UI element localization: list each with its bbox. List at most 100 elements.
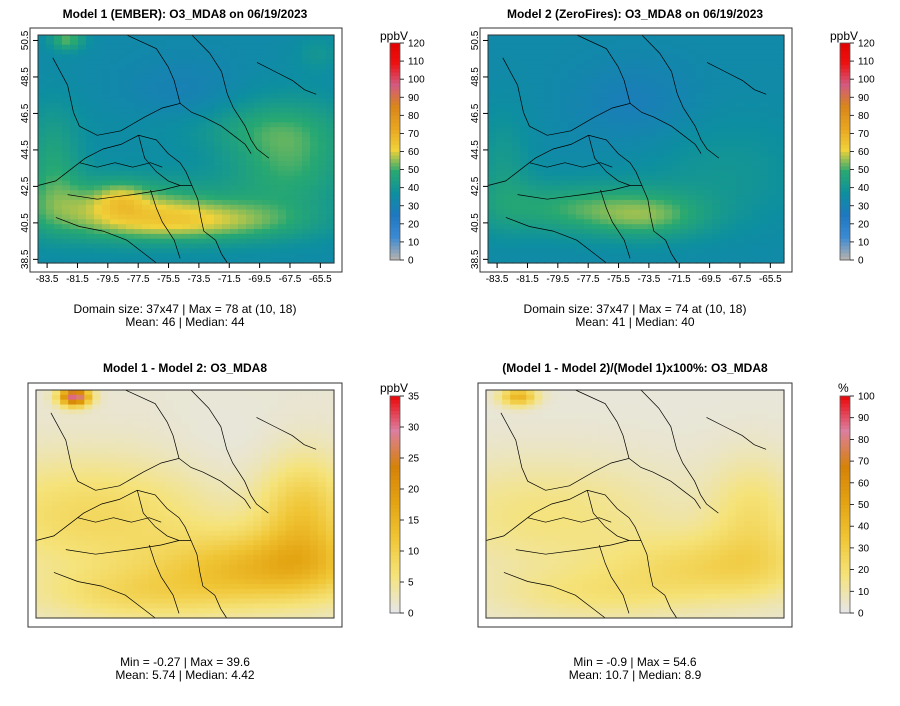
heatmap-cell — [262, 44, 271, 51]
heatmap-cell — [520, 253, 529, 259]
heatmap-cell — [560, 180, 569, 186]
heatmap-cell — [108, 516, 118, 522]
heatmap-cell — [70, 165, 79, 172]
heatmap-cell — [140, 501, 150, 508]
heatmap-cell — [238, 253, 247, 259]
heatmap-cell — [197, 520, 206, 527]
colorbar-segment — [390, 202, 400, 207]
heatmap-cell — [544, 238, 553, 245]
heatmap-cell — [102, 78, 111, 85]
colorbar-segment — [840, 108, 850, 113]
heatmap-cell — [776, 132, 785, 138]
heatmap-cell — [656, 132, 665, 138]
colorbar-segment — [840, 90, 850, 95]
heatmap-cell — [134, 44, 143, 51]
heatmap-cell — [712, 214, 721, 220]
heatmap-cell — [736, 248, 745, 254]
heatmap-cell — [664, 59, 673, 65]
heatmap-cell — [213, 545, 222, 551]
heatmap-cell — [62, 199, 71, 206]
heatmap-cell — [640, 165, 649, 172]
heatmap-cell — [38, 175, 47, 182]
heatmap-cell — [158, 170, 167, 177]
colorbar-segment — [390, 93, 400, 98]
heatmap-cell — [237, 540, 246, 546]
heatmap-cell — [54, 146, 63, 153]
heatmap-cell — [488, 59, 497, 65]
heatmap-cell — [126, 59, 135, 65]
heatmap-cell — [680, 54, 689, 60]
heatmap-cell — [293, 472, 303, 478]
heatmap-cell — [182, 146, 191, 153]
heatmap-cell — [584, 117, 593, 123]
heatmap-cell — [592, 175, 601, 182]
heatmap-cell — [318, 39, 327, 46]
heatmap-cell — [728, 233, 737, 240]
heatmap-cell — [262, 165, 271, 172]
heatmap-cell — [190, 64, 199, 70]
heatmap-cell — [110, 54, 119, 60]
heatmap-cell — [230, 199, 239, 206]
heatmap-cell — [536, 180, 545, 186]
heatmap-cell — [253, 414, 263, 420]
heatmap-cell — [94, 190, 103, 196]
heatmap-cell — [213, 530, 222, 537]
heatmap-cell — [318, 243, 327, 250]
heatmap-cell — [624, 136, 633, 143]
heatmap-cell — [616, 214, 625, 220]
heatmap-cell — [148, 525, 158, 532]
heatmap-cell — [221, 487, 230, 493]
heatmap-cell — [253, 511, 263, 517]
heatmap-cell — [54, 88, 63, 94]
heatmap-cell — [158, 98, 167, 104]
heatmap-cell — [108, 550, 118, 556]
heatmap-cell — [278, 258, 287, 264]
heatmap-cell — [293, 414, 303, 420]
heatmap-cell — [664, 238, 673, 245]
heatmap-cell — [245, 540, 255, 546]
heatmap-cell — [318, 204, 327, 211]
heatmap-cell — [150, 112, 159, 119]
heatmap-cell — [544, 180, 553, 186]
heatmap-cell — [254, 107, 263, 114]
heatmap-cell — [118, 64, 127, 70]
heatmap-cell — [608, 175, 617, 182]
heatmap-cell — [156, 404, 166, 410]
heatmap-cell — [116, 535, 126, 541]
heatmap-cell — [86, 209, 95, 216]
heatmap-cell — [301, 462, 311, 469]
heatmap-cell — [326, 68, 335, 75]
heatmap-cell — [174, 83, 183, 89]
heatmap-cell — [84, 487, 93, 493]
heatmap-cell — [174, 258, 183, 264]
heatmap-cell — [70, 83, 79, 89]
heatmap-cell — [254, 136, 263, 143]
heatmap-cell — [116, 462, 126, 469]
heatmap-cell — [504, 161, 513, 167]
heatmap-cell — [222, 248, 231, 254]
heatmap-cell — [584, 83, 593, 89]
heatmap-cell — [294, 238, 303, 245]
heatmap-cell — [528, 199, 537, 206]
heatmap-cell — [262, 229, 271, 235]
heatmap-cell — [632, 141, 641, 148]
heatmap-cell — [760, 258, 769, 264]
heatmap-cell — [100, 390, 110, 396]
heatmap-cell — [150, 219, 159, 225]
heatmap-cell — [36, 525, 45, 532]
heatmap-cell — [704, 83, 713, 89]
heatmap-cell — [132, 477, 142, 483]
heatmap-cell — [76, 545, 85, 551]
heatmap-cell — [198, 175, 207, 182]
heatmap-cell — [302, 88, 311, 94]
heatmap-cell — [110, 209, 119, 216]
heatmap-cell — [496, 146, 505, 153]
heatmap-cell — [52, 457, 61, 464]
heatmap-cell — [552, 161, 561, 167]
heatmap-cell — [140, 419, 150, 425]
heatmap-cell — [229, 506, 238, 512]
x-tick-label: -83.5 — [486, 274, 509, 285]
colorbar-segment — [390, 90, 400, 95]
heatmap-cell — [221, 462, 230, 469]
heatmap-cell — [632, 175, 641, 182]
